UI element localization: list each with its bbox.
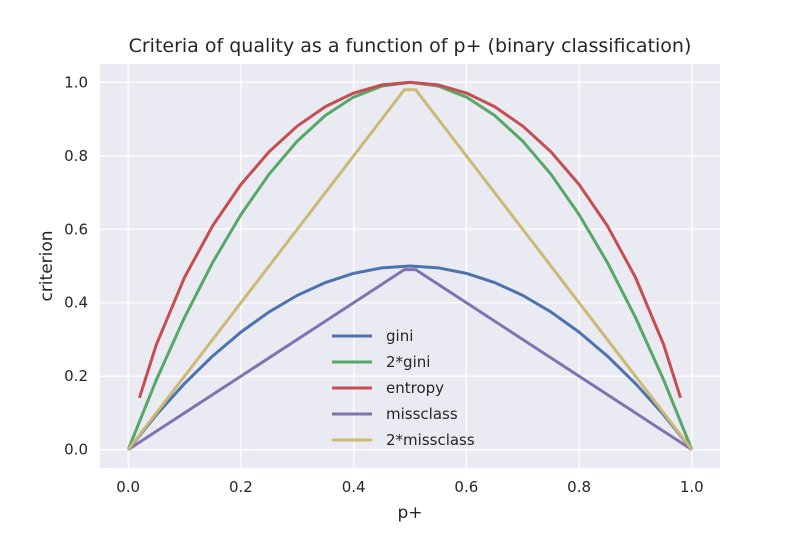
x-tick-label: 0.6 xyxy=(454,478,478,496)
x-gridlines xyxy=(127,64,693,468)
y-tick-label: 0.6 xyxy=(64,220,88,238)
series-line-entropy xyxy=(138,80,682,399)
y-tick-label: 0.8 xyxy=(64,147,88,165)
x-tick-label: 1.0 xyxy=(680,478,704,496)
y-tick-label: 0.0 xyxy=(64,441,88,459)
x-tick-label: 0.0 xyxy=(116,478,140,496)
legend-label: gini xyxy=(386,327,413,345)
x-axis-label: p+ xyxy=(397,503,422,523)
x-tick-label: 0.8 xyxy=(567,478,591,496)
series-line-missclass xyxy=(127,268,693,451)
x-tick-labels: 0.0 0.2 0.4 0.6 0.8 1.0 xyxy=(116,478,703,496)
y-tick-label: 0.4 xyxy=(64,294,88,312)
legend-label: 2*missclass xyxy=(386,431,475,449)
legend-label: entropy xyxy=(386,379,444,397)
series-line-2-missclass xyxy=(126,88,694,451)
x-tick-label: 0.2 xyxy=(229,478,253,496)
x-tick-label: 0.4 xyxy=(342,478,366,496)
chart-title: Criteria of quality as a function of p+ … xyxy=(129,35,692,57)
y-tick-label: 0.2 xyxy=(64,367,88,385)
legend: gini 2*gini entropy missclass 2*missclass xyxy=(332,327,475,449)
y-axis-label: criterion xyxy=(37,230,57,301)
legend-label: missclass xyxy=(386,405,458,423)
y-tick-label: 1.0 xyxy=(64,73,88,91)
legend-label: 2*gini xyxy=(386,353,430,371)
y-gridlines xyxy=(100,81,720,451)
y-tick-labels: 0.0 0.2 0.4 0.6 0.8 1.0 xyxy=(64,73,88,458)
series-line-gini xyxy=(127,264,693,451)
series-layer xyxy=(126,80,694,451)
